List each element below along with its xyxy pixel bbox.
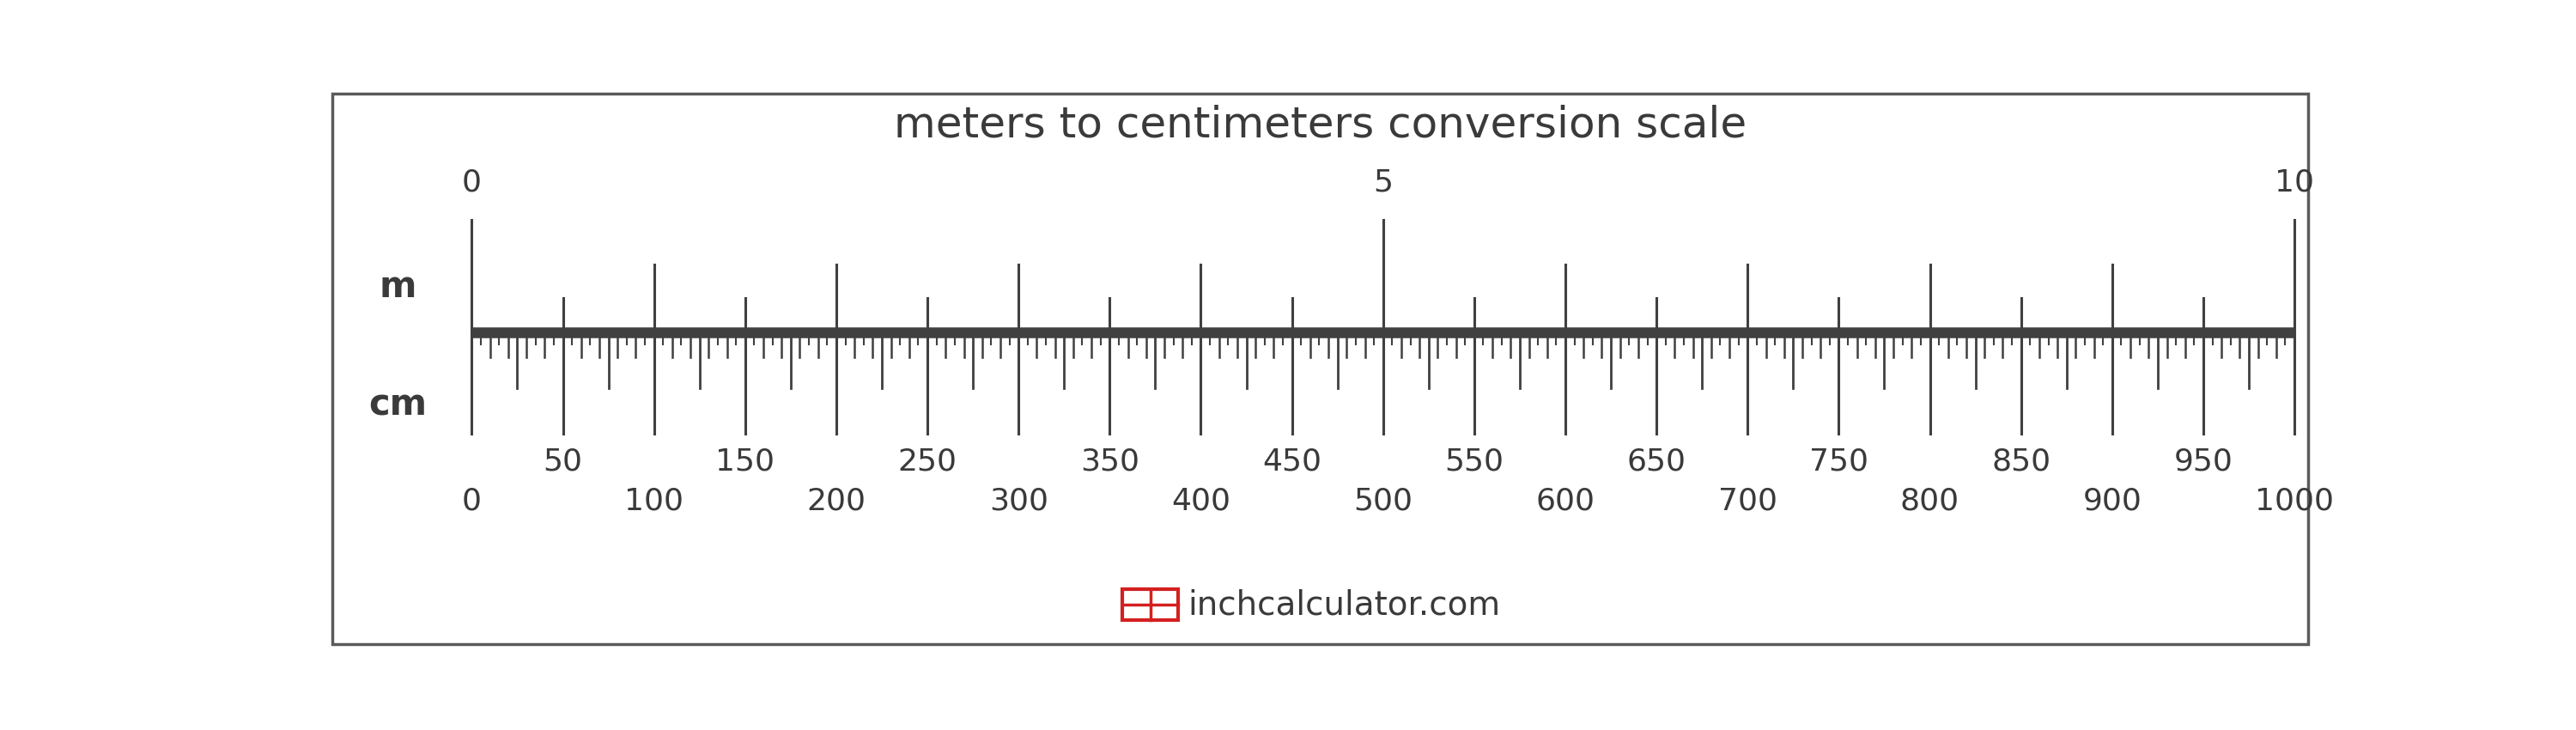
Text: 1000: 1000 bbox=[2254, 487, 2334, 516]
Text: 950: 950 bbox=[2174, 447, 2233, 477]
Text: 10: 10 bbox=[2275, 168, 2313, 197]
Text: 300: 300 bbox=[989, 487, 1048, 516]
Text: 50: 50 bbox=[544, 447, 582, 477]
Text: 650: 650 bbox=[1628, 447, 1687, 477]
Text: 500: 500 bbox=[1352, 487, 1412, 516]
Text: 0: 0 bbox=[461, 487, 482, 516]
Text: 550: 550 bbox=[1445, 447, 1504, 477]
Text: 850: 850 bbox=[1991, 447, 2050, 477]
Text: cm: cm bbox=[368, 387, 428, 423]
FancyBboxPatch shape bbox=[1123, 589, 1177, 620]
Text: 700: 700 bbox=[1718, 487, 1777, 516]
Text: inchcalculator.com: inchcalculator.com bbox=[1188, 588, 1499, 621]
Text: 400: 400 bbox=[1172, 487, 1231, 516]
Text: 450: 450 bbox=[1262, 447, 1321, 477]
Text: 150: 150 bbox=[716, 447, 775, 477]
Text: 600: 600 bbox=[1535, 487, 1595, 516]
Text: 800: 800 bbox=[1901, 487, 1960, 516]
Text: meters to centimeters conversion scale: meters to centimeters conversion scale bbox=[894, 104, 1747, 146]
Text: 0: 0 bbox=[461, 168, 482, 197]
Text: 200: 200 bbox=[806, 487, 866, 516]
Text: m: m bbox=[379, 269, 417, 305]
Text: 250: 250 bbox=[899, 447, 958, 477]
Text: 350: 350 bbox=[1079, 447, 1139, 477]
Text: 750: 750 bbox=[1808, 447, 1868, 477]
Text: 900: 900 bbox=[2081, 487, 2141, 516]
Text: 5: 5 bbox=[1373, 168, 1394, 197]
FancyBboxPatch shape bbox=[332, 93, 2308, 644]
Text: 100: 100 bbox=[623, 487, 683, 516]
